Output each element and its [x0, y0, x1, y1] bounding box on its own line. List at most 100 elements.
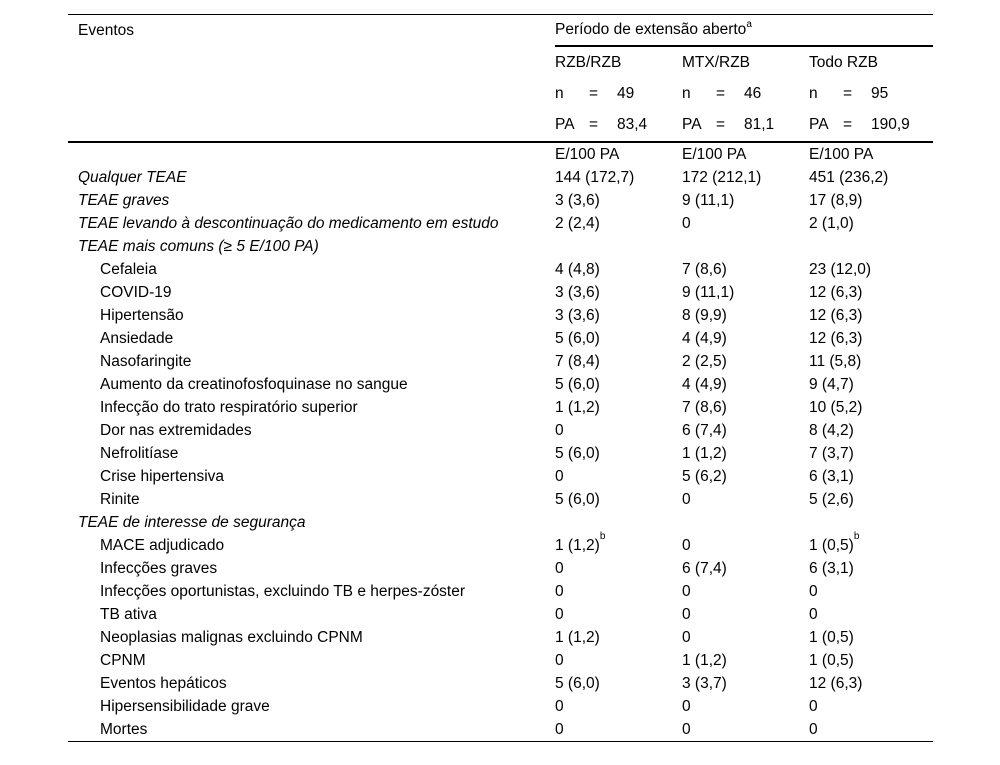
cell-mtx-rzb: 1 (1,2): [682, 445, 727, 462]
table-body: E/100 PA E/100 PA E/100 PA Qualquer TEAE…: [68, 143, 933, 741]
cell-mtx-rzb: 9 (11,1): [682, 284, 735, 301]
row-label: Qualquer TEAE: [78, 169, 187, 186]
cell-rzb-rzb: 4 (4,8): [555, 261, 600, 278]
cell-mtx-rzb: 8 (9,9): [682, 307, 727, 324]
cell-rzb-rzb: [555, 235, 682, 258]
unit-label: E/100 PA: [555, 146, 620, 163]
cell-mtx-rzb: 4 (4,9): [682, 330, 727, 347]
cell-mtx-rzb: 6 (7,4): [682, 560, 727, 577]
column-header-mtx-rzb: MTX/RZB: [682, 53, 751, 71]
cell-todo-rzb: 0: [809, 583, 818, 600]
cell-mtx-rzb: 0: [682, 606, 691, 623]
cell-rzb-rzb: 3 (3,6): [555, 307, 600, 324]
cell-todo-rzb: 1 (0,5)b: [809, 530, 860, 554]
table-row: Mortes 0 0 0: [68, 718, 933, 741]
table-row: Infecções graves 0 6 (7,4) 6 (3,1): [68, 557, 933, 580]
row-label: COVID-19: [100, 284, 172, 301]
cell-todo-rzb: 6 (3,1): [809, 560, 854, 577]
n-count-mtx-rzb: n = 46: [682, 84, 762, 102]
cell-todo-rzb: 8 (4,2): [809, 422, 854, 439]
table-row: Aumento da creatinofosfoquinase no sangu…: [68, 373, 933, 396]
span-header-text: Período de extensão aberto: [555, 21, 747, 38]
table-row: CPNM 0 1 (1,2) 1 (0,5): [68, 649, 933, 672]
table-row: TB ativa 0 0 0: [68, 603, 933, 626]
row-label: Eventos hepáticos: [100, 675, 227, 692]
table-row: Hipertensão 3 (3,6) 8 (9,9) 12 (6,3): [68, 304, 933, 327]
cell-mtx-rzb: 172 (212,1): [682, 169, 762, 186]
cell-rzb-rzb: 3 (3,6): [555, 284, 600, 301]
cell-todo-rzb: 6 (3,1): [809, 468, 854, 485]
cell-rzb-rzb: [555, 511, 682, 534]
row-label: TEAE mais comuns (≥ 5 E/100 PA): [78, 238, 319, 255]
cell-rzb-rzb: 0: [555, 422, 564, 439]
cell-todo-rzb: 10 (5,2): [809, 399, 863, 416]
cell-todo-rzb: [809, 235, 933, 258]
row-label: TB ativa: [100, 606, 157, 623]
table-row: Infecção do trato respiratório superior …: [68, 396, 933, 419]
cell-rzb-rzb: 1 (1,2)b: [555, 530, 606, 554]
cell-rzb-rzb: 5 (6,0): [555, 491, 600, 508]
unit-label: E/100 PA: [809, 146, 874, 163]
unit-row-spacer: [68, 143, 555, 166]
cell-todo-rzb: 2 (1,0): [809, 215, 854, 232]
table-row: COVID-19 3 (3,6) 9 (11,1) 12 (6,3): [68, 281, 933, 304]
table-row: Crise hipertensiva 0 5 (6,2) 6 (3,1): [68, 465, 933, 488]
cell-rzb-rzb: 0: [555, 468, 564, 485]
cell-todo-rzb: 0: [809, 606, 818, 623]
pa-count-todo-rzb: PA = 190,9: [809, 116, 910, 133]
unit-row: E/100 PA E/100 PA E/100 PA: [68, 143, 933, 166]
cell-rzb-rzb: 3 (3,6): [555, 192, 600, 209]
cell-rzb-rzb: 0: [555, 560, 564, 577]
row-label: Cefaleia: [100, 261, 157, 278]
cell-mtx-rzb: 6 (7,4): [682, 422, 727, 439]
row-label: Mortes: [100, 721, 148, 738]
table-row: Dor nas extremidades 0 6 (7,4) 8 (4,2): [68, 419, 933, 442]
column-header-eventos: Eventos: [78, 22, 135, 39]
column-header-rzb-rzb: RZB/RZB: [555, 53, 622, 71]
row-label: Ansiedade: [100, 330, 174, 347]
cell-mtx-rzb: 0: [682, 583, 691, 600]
cell-todo-rzb: 12 (6,3): [809, 675, 863, 692]
table-row: TEAE mais comuns (≥ 5 E/100 PA): [68, 235, 933, 258]
table-row: MACE adjudicado 1 (1,2)b 0 1 (0,5)b: [68, 530, 933, 557]
cell-todo-rzb: 12 (6,3): [809, 307, 863, 324]
row-label: Rinite: [100, 491, 140, 508]
table-row: Hipersensibilidade grave 0 0 0: [68, 695, 933, 718]
row-label: MACE adjudicado: [100, 537, 225, 554]
cell-mtx-rzb: [682, 511, 809, 534]
row-label: Infecção do trato respiratório superior: [100, 399, 358, 416]
table-row: Rinite 5 (6,0) 0 5 (2,6): [68, 488, 933, 511]
table-row: TEAE levando à descontinuação do medicam…: [68, 212, 933, 235]
cell-rzb-rzb: 144 (172,7): [555, 169, 635, 186]
cell-rzb-rzb: 0: [555, 606, 564, 623]
table-row: Infecções oportunistas, excluindo TB e h…: [68, 580, 933, 603]
row-label: CPNM: [100, 652, 146, 669]
cell-rzb-rzb: 1 (1,2): [555, 629, 600, 646]
cell-todo-rzb: 23 (12,0): [809, 261, 872, 278]
cell-mtx-rzb: 0: [682, 215, 691, 232]
cell-mtx-rzb: 7 (8,6): [682, 399, 727, 416]
cell-rzb-rzb: 0: [555, 721, 564, 738]
pa-count-rzb-rzb: PA = 83,4: [555, 116, 648, 133]
cell-todo-rzb: 7 (3,7): [809, 445, 854, 462]
cell-mtx-rzb: 0: [682, 537, 691, 554]
cell-todo-rzb: 1 (0,5): [809, 629, 854, 646]
n-count-rzb-rzb: n = 49: [555, 84, 635, 102]
row-label: Neoplasias malignas excluindo CPNM: [100, 629, 363, 646]
column-header-todo-rzb: Todo RZB: [809, 53, 878, 71]
cell-rzb-rzb: 7 (8,4): [555, 353, 600, 370]
row-label: Hipersensibilidade grave: [100, 698, 270, 715]
cell-mtx-rzb: 7 (8,6): [682, 261, 727, 278]
row-label: Crise hipertensiva: [100, 468, 225, 485]
table-row: Nasofaringite 7 (8,4) 2 (2,5) 11 (5,8): [68, 350, 933, 373]
table-row: Qualquer TEAE 144 (172,7) 172 (212,1) 45…: [68, 166, 933, 189]
row-label: TEAE graves: [78, 192, 170, 209]
row-label: Nasofaringite: [100, 353, 192, 370]
footnote-marker-b: b: [853, 530, 860, 542]
cell-todo-rzb: [809, 511, 933, 534]
table-header: Eventos Período de extensão aberto a RZB/…: [68, 15, 933, 143]
cell-rzb-rzb: 5 (6,0): [555, 330, 600, 347]
cell-todo-rzb: 11 (5,8): [809, 353, 862, 370]
unit-label: E/100 PA: [682, 146, 747, 163]
